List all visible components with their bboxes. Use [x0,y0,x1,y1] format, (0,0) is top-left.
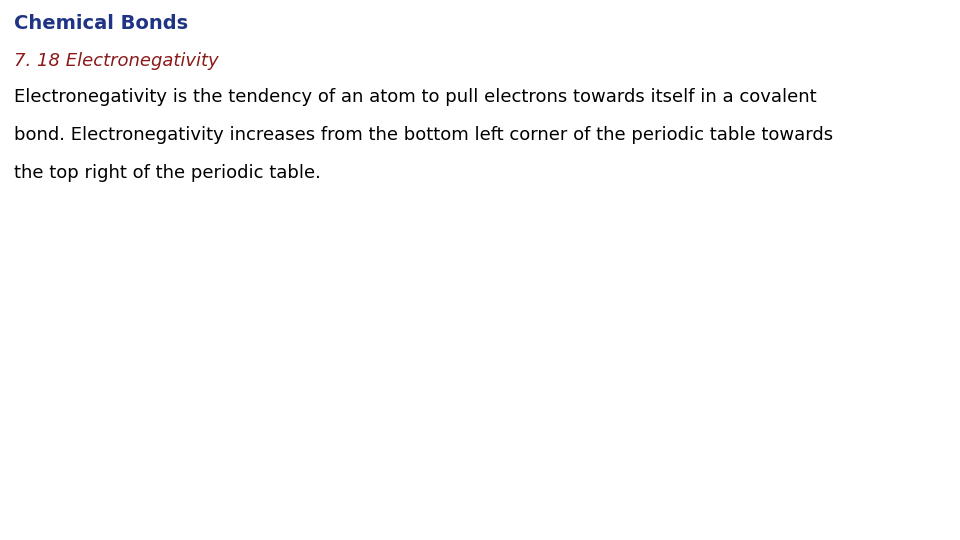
Text: bond. Electronegativity increases from the bottom left corner of the periodic ta: bond. Electronegativity increases from t… [14,126,833,144]
Text: Chemical Bonds: Chemical Bonds [14,14,188,33]
Text: Electronegativity is the tendency of an atom to pull electrons towards itself in: Electronegativity is the tendency of an … [14,88,817,106]
Text: the top right of the periodic table.: the top right of the periodic table. [14,164,321,182]
Text: 7. 18 Electronegativity: 7. 18 Electronegativity [14,52,219,70]
